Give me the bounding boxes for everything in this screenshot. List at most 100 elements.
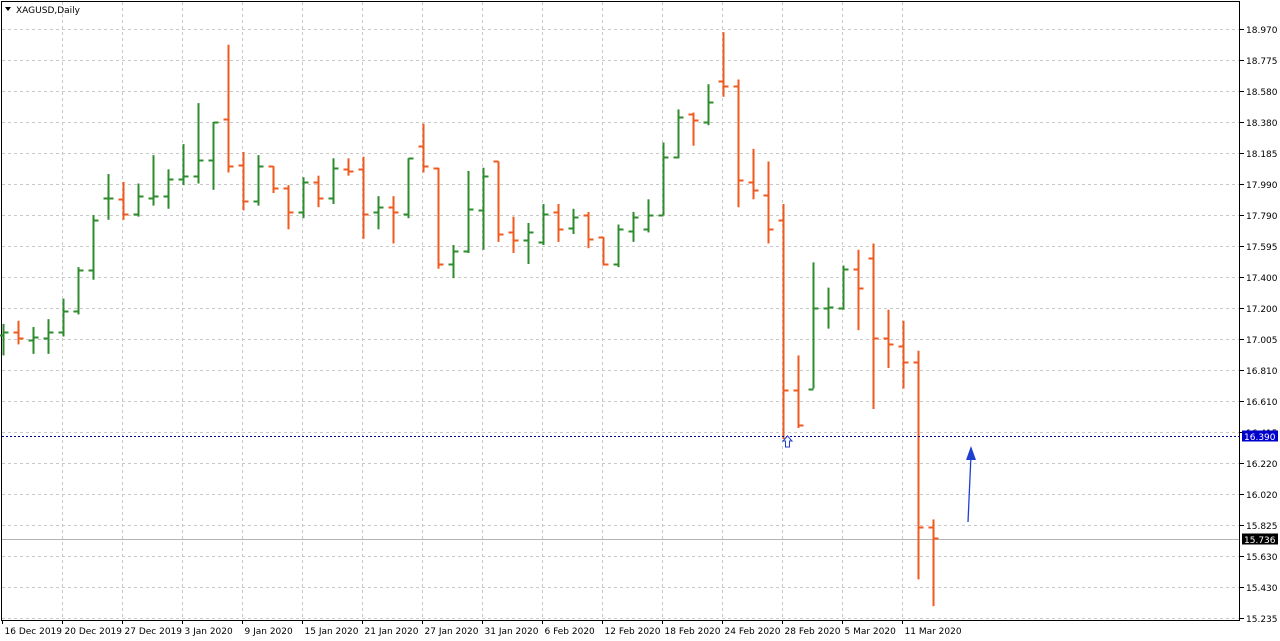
- time-axis: 16 Dec 2019 20 Dec 2019 27 Dec 2019 3 Jan 2…: [2, 620, 962, 637]
- ohlc-bar: [688, 112, 699, 146]
- x-tick-label: 5 Mar 2020: [845, 627, 897, 637]
- price-axis: 18.970 18.775 18.580 18.380 18.185 17.990 17.7…: [1240, 26, 1278, 625]
- x-tick-label: 16 Dec 2019: [5, 627, 63, 637]
- dropdown-triangle-icon[interactable]: [5, 7, 11, 11]
- ohlc-bar: [73, 267, 84, 315]
- y-tick-label: 18.775: [1246, 57, 1278, 67]
- plot-frame: [1, 1, 1240, 621]
- arrow-up-head: [966, 446, 976, 460]
- ohlc-bar: [748, 148, 759, 200]
- ohlc-bar: [208, 121, 219, 190]
- ohlc-bar: [388, 196, 399, 244]
- ohlc-bar: [523, 222, 534, 264]
- ohlc-bar: [433, 167, 444, 269]
- y-tick-label: 16.220: [1246, 460, 1278, 470]
- buy-arrow-marker-icon: [781, 435, 794, 448]
- y-tick-label: 18.185: [1246, 150, 1278, 160]
- x-tick-label: 21 Jan 2020: [365, 627, 419, 637]
- x-tick-label: 27 Dec 2019: [125, 627, 183, 637]
- ohlc-bars: [0, 32, 939, 607]
- y-tick-label: 17.990: [1246, 181, 1278, 191]
- symbol-title: XAGUSD,Daily: [16, 6, 81, 16]
- ohlc-bar: [118, 181, 129, 220]
- y-tick-label: 17.005: [1246, 336, 1278, 346]
- ohlc-bar: [223, 44, 234, 173]
- ohlc-bar: [163, 169, 174, 209]
- ohlc-bar: [43, 319, 54, 354]
- ohlc-bar: [268, 165, 279, 194]
- x-tick-label: 28 Feb 2020: [785, 627, 841, 637]
- overlays: [2, 435, 1240, 523]
- price-labels: 16.390 15.736: [1242, 430, 1278, 546]
- ohlc-bar: [313, 175, 324, 208]
- ohlc-bar: [703, 84, 714, 126]
- ohlc-bar: [508, 216, 519, 253]
- ohlc-bar: [673, 109, 684, 159]
- y-tick-label: 15.825: [1246, 522, 1278, 532]
- y-tick-label: 16.610: [1246, 398, 1278, 408]
- current-price-label: [1242, 533, 1278, 545]
- ohlc-bar: [838, 265, 849, 310]
- horizontal-line-price-text: 16.390: [1244, 433, 1276, 443]
- chart-title[interactable]: XAGUSD,Daily: [5, 6, 81, 16]
- x-tick-label: 24 Feb 2020: [725, 627, 781, 637]
- ohlc-bar: [58, 298, 69, 337]
- ohlc-bar: [613, 224, 624, 268]
- arrow-up-shaft: [967, 454, 972, 523]
- ohlc-bar: [373, 196, 384, 230]
- ohlc-bar: [28, 327, 39, 354]
- ohlc-bar: [853, 249, 864, 331]
- y-tick-label: 16.020: [1246, 491, 1278, 501]
- ohlc-bar: [823, 287, 834, 329]
- ohlc-bar: [343, 158, 354, 176]
- x-tick-label: 27 Jan 2020: [425, 627, 479, 637]
- ohlc-bar: [133, 183, 144, 217]
- x-tick-label: 11 Mar 2020: [905, 627, 962, 637]
- ohlc-bar: [418, 123, 429, 173]
- y-tick-label: 15.630: [1246, 553, 1278, 563]
- ohlc-bar: [0, 323, 9, 356]
- ohlc-bar: [568, 208, 579, 235]
- ohlc-bar: [538, 204, 549, 246]
- ohlc-bar: [658, 142, 669, 217]
- x-tick-label: 18 Feb 2020: [665, 627, 721, 637]
- y-tick-label: 16.810: [1246, 367, 1278, 377]
- ohlc-bar: [808, 262, 819, 391]
- ohlc-bar: [358, 156, 369, 239]
- ohlc-bar: [553, 204, 564, 242]
- ohlc-bar: [298, 177, 309, 219]
- x-tick-label: 12 Feb 2020: [605, 627, 661, 637]
- x-tick-label: 3 Jan 2020: [185, 627, 233, 637]
- ohlc-bar: [883, 309, 894, 369]
- x-tick-label: 15 Jan 2020: [305, 627, 359, 637]
- ohlc-bar: [13, 320, 24, 345]
- ohlc-bar: [763, 161, 774, 244]
- ohlc-bar: [478, 167, 489, 250]
- ohlc-bar: [403, 157, 414, 219]
- x-tick-label: 6 Feb 2020: [545, 627, 596, 637]
- arrow-up-icon[interactable]: [966, 446, 976, 523]
- ohlc-bar: [283, 185, 294, 230]
- x-tick-label: 20 Dec 2019: [65, 627, 123, 637]
- ohlc-bar: [448, 245, 459, 279]
- ohlc-bar: [928, 519, 939, 607]
- ohlc-bar: [628, 211, 639, 242]
- ohlc-bar: [328, 158, 339, 205]
- ohlc-bar: [733, 79, 744, 208]
- x-tick-label: 31 Jan 2020: [485, 627, 539, 637]
- y-tick-label: 15.430: [1246, 584, 1278, 594]
- ohlc-bar: [103, 174, 114, 220]
- ohlc-bar: [193, 103, 204, 184]
- y-tick-label: 17.595: [1246, 243, 1278, 253]
- ohlc-bar: [463, 170, 474, 253]
- ohlc-bar: [253, 155, 264, 206]
- y-tick-label: 18.380: [1246, 119, 1278, 129]
- x-tick-label: 9 Jan 2020: [245, 627, 293, 637]
- ohlc-bar: [898, 320, 909, 389]
- y-tick-label: 17.200: [1246, 305, 1278, 315]
- ohlc-bar: [868, 243, 879, 410]
- ohlc-bar: [583, 211, 594, 249]
- ohlc-bar: [793, 355, 804, 428]
